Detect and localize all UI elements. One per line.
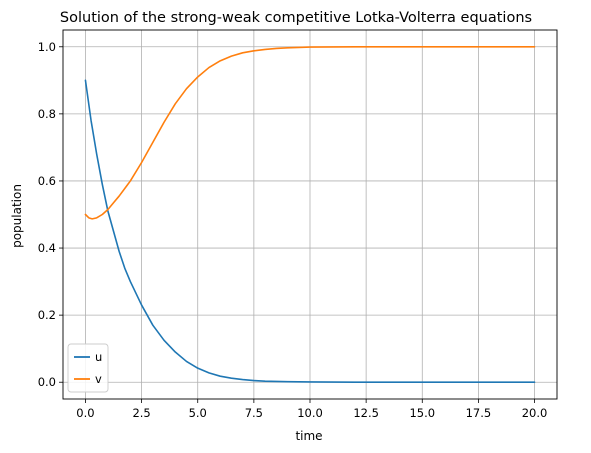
x-tick-label: 10.0 [297, 406, 323, 420]
y-tick-label: 0.4 [38, 241, 56, 255]
y-tick-label: 0.6 [38, 174, 56, 188]
legend: uv [68, 344, 108, 392]
y-tick-label: 0.2 [38, 308, 56, 322]
legend-label-v: v [95, 372, 102, 386]
x-tick-label: 0.0 [76, 406, 94, 420]
x-tick-label: 5.0 [189, 406, 207, 420]
x-axis-label: time [295, 429, 322, 443]
y-axis-label: population [10, 184, 24, 248]
x-tick-label: 20.0 [522, 406, 548, 420]
x-tick-label: 2.5 [132, 406, 150, 420]
x-tick-label: 12.5 [353, 406, 379, 420]
y-tick-label: 1.0 [38, 40, 56, 54]
y-tick-label: 0.0 [38, 375, 56, 389]
x-tick-label: 7.5 [245, 406, 263, 420]
legend-label-u: u [95, 350, 102, 364]
chart-title: Solution of the strong-weak competitive … [60, 10, 532, 26]
x-tick-label: 15.0 [409, 406, 435, 420]
y-tick-label: 0.8 [38, 107, 56, 121]
x-tick-label: 17.5 [466, 406, 492, 420]
